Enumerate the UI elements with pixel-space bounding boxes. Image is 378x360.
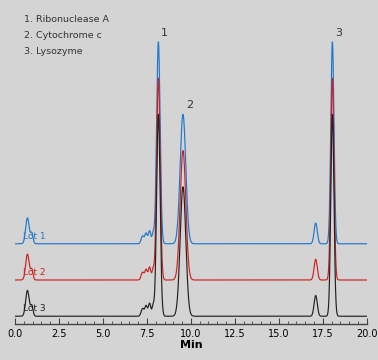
Text: 2: 2 <box>186 100 193 111</box>
Text: 3: 3 <box>335 28 342 38</box>
X-axis label: Min: Min <box>180 340 202 350</box>
Text: Lot 1: Lot 1 <box>23 231 46 240</box>
Text: Lot 3: Lot 3 <box>23 304 46 313</box>
Text: 1. Ribonuclease A: 1. Ribonuclease A <box>24 15 109 24</box>
Text: 3. Lysozyme: 3. Lysozyme <box>24 47 82 56</box>
Text: Lot 2: Lot 2 <box>23 268 45 277</box>
Text: 2. Cytochrome c: 2. Cytochrome c <box>24 31 102 40</box>
Text: 1: 1 <box>161 28 168 38</box>
